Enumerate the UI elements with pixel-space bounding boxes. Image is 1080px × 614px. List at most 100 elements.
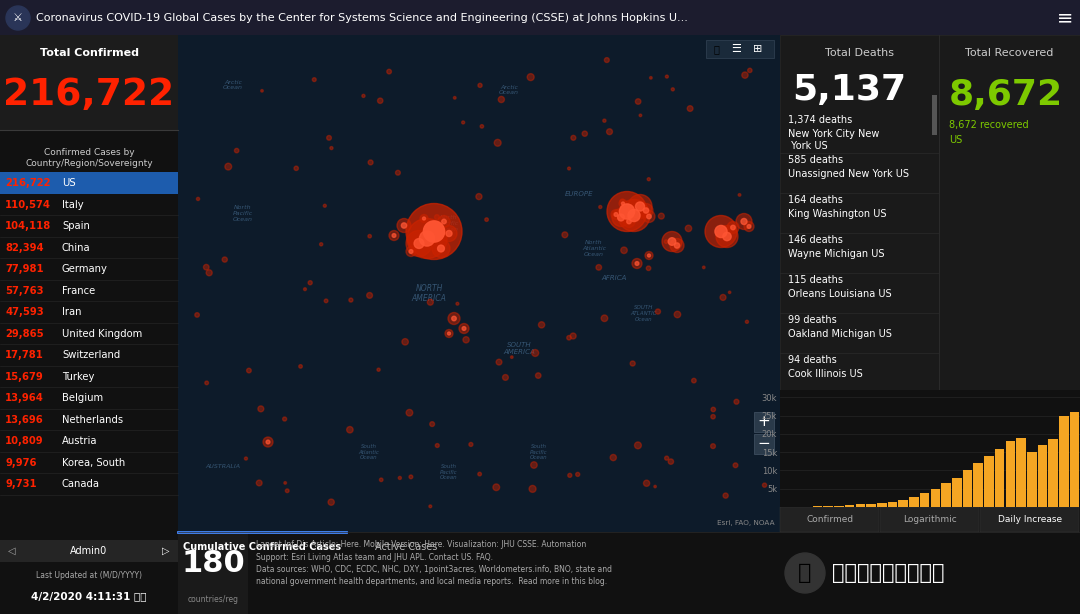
Circle shape [691,378,697,383]
Circle shape [621,202,624,205]
Text: −: − [758,437,770,451]
Bar [951,478,961,507]
Circle shape [570,333,576,339]
Text: 9,976: 9,976 [5,457,37,468]
Circle shape [647,177,650,181]
Text: 94 deaths: 94 deaths [788,355,837,365]
Text: NORTH
AMERICA: NORTH AMERICA [411,284,446,303]
Text: 146 deaths: 146 deaths [788,235,842,245]
Circle shape [378,98,383,103]
Text: Turkey: Turkey [62,371,94,381]
Text: Austria: Austria [62,436,97,446]
Circle shape [323,204,326,208]
Bar [823,506,833,507]
Circle shape [731,225,735,230]
FancyBboxPatch shape [980,507,1079,532]
Text: United Kingdom: United Kingdom [62,328,143,338]
Bar [1016,438,1026,507]
Circle shape [762,483,767,488]
Circle shape [645,252,653,260]
Text: 99 deaths: 99 deaths [788,315,837,325]
Circle shape [256,480,262,486]
Text: China: China [62,243,91,252]
Circle shape [246,368,252,373]
Text: SOUTH
AMERICA: SOUTH AMERICA [503,342,535,355]
Circle shape [612,209,630,227]
Circle shape [669,459,674,464]
Circle shape [607,192,647,231]
Circle shape [389,230,399,241]
Circle shape [562,232,568,238]
Bar [1038,445,1048,507]
Circle shape [368,235,372,238]
Text: Germany: Germany [62,264,108,274]
Circle shape [716,225,738,247]
Text: 585 deaths: 585 deaths [788,155,843,165]
Circle shape [647,214,651,219]
Text: countries/reg: countries/reg [188,596,239,605]
Circle shape [653,485,657,488]
Circle shape [448,313,460,325]
Text: Active Cases: Active Cases [375,542,437,551]
Circle shape [264,437,273,447]
Circle shape [445,330,453,338]
Circle shape [481,125,484,128]
Circle shape [674,311,680,317]
Circle shape [234,149,239,153]
Circle shape [446,230,453,236]
Text: 77,981: 77,981 [5,264,43,274]
Circle shape [461,121,464,124]
Text: Admin0: Admin0 [70,546,108,556]
Text: ≡: ≡ [1057,9,1074,28]
Circle shape [598,206,602,209]
Circle shape [303,288,307,290]
Circle shape [377,368,380,371]
Bar [834,506,843,507]
Circle shape [414,239,424,249]
Circle shape [498,96,504,103]
Text: 9,731: 9,731 [5,479,37,489]
Circle shape [406,230,432,257]
Circle shape [656,309,661,314]
Circle shape [744,222,754,231]
Circle shape [728,291,731,293]
Text: 13,964: 13,964 [5,393,44,403]
Bar [899,500,908,507]
Text: Last Updated at (M/D/YYYY): Last Updated at (M/D/YYYY) [36,572,141,580]
Bar [845,505,854,507]
Circle shape [496,359,502,365]
Circle shape [423,221,445,242]
Text: 1,374 deaths: 1,374 deaths [788,115,852,125]
Circle shape [428,299,433,305]
Circle shape [399,476,402,480]
Circle shape [437,245,445,252]
FancyBboxPatch shape [706,40,774,58]
Circle shape [478,84,482,87]
FancyBboxPatch shape [939,35,1080,390]
Circle shape [194,313,200,317]
FancyBboxPatch shape [780,532,1080,614]
Circle shape [723,232,731,241]
Bar [995,448,1004,507]
Bar [942,483,950,507]
Text: SOUTH
ATLANTIC
Ocean: SOUTH ATLANTIC Ocean [631,305,658,322]
FancyBboxPatch shape [178,533,346,560]
Circle shape [447,332,450,335]
Circle shape [670,238,684,252]
Circle shape [623,216,635,228]
Bar [866,503,876,507]
Text: 29,865: 29,865 [5,328,43,338]
Text: 180: 180 [181,549,245,578]
Text: 8,672 recovered: 8,672 recovered [949,120,1028,130]
Circle shape [639,203,653,217]
Text: 47,593: 47,593 [5,307,43,317]
Circle shape [662,231,681,252]
FancyBboxPatch shape [932,95,937,135]
Circle shape [456,302,459,305]
Bar [920,493,930,507]
Text: Logarithmic: Logarithmic [903,515,957,524]
Circle shape [596,265,602,270]
Text: Total Confirmed: Total Confirmed [40,48,138,58]
Text: 164 deaths: 164 deaths [788,195,842,205]
Circle shape [327,136,332,140]
